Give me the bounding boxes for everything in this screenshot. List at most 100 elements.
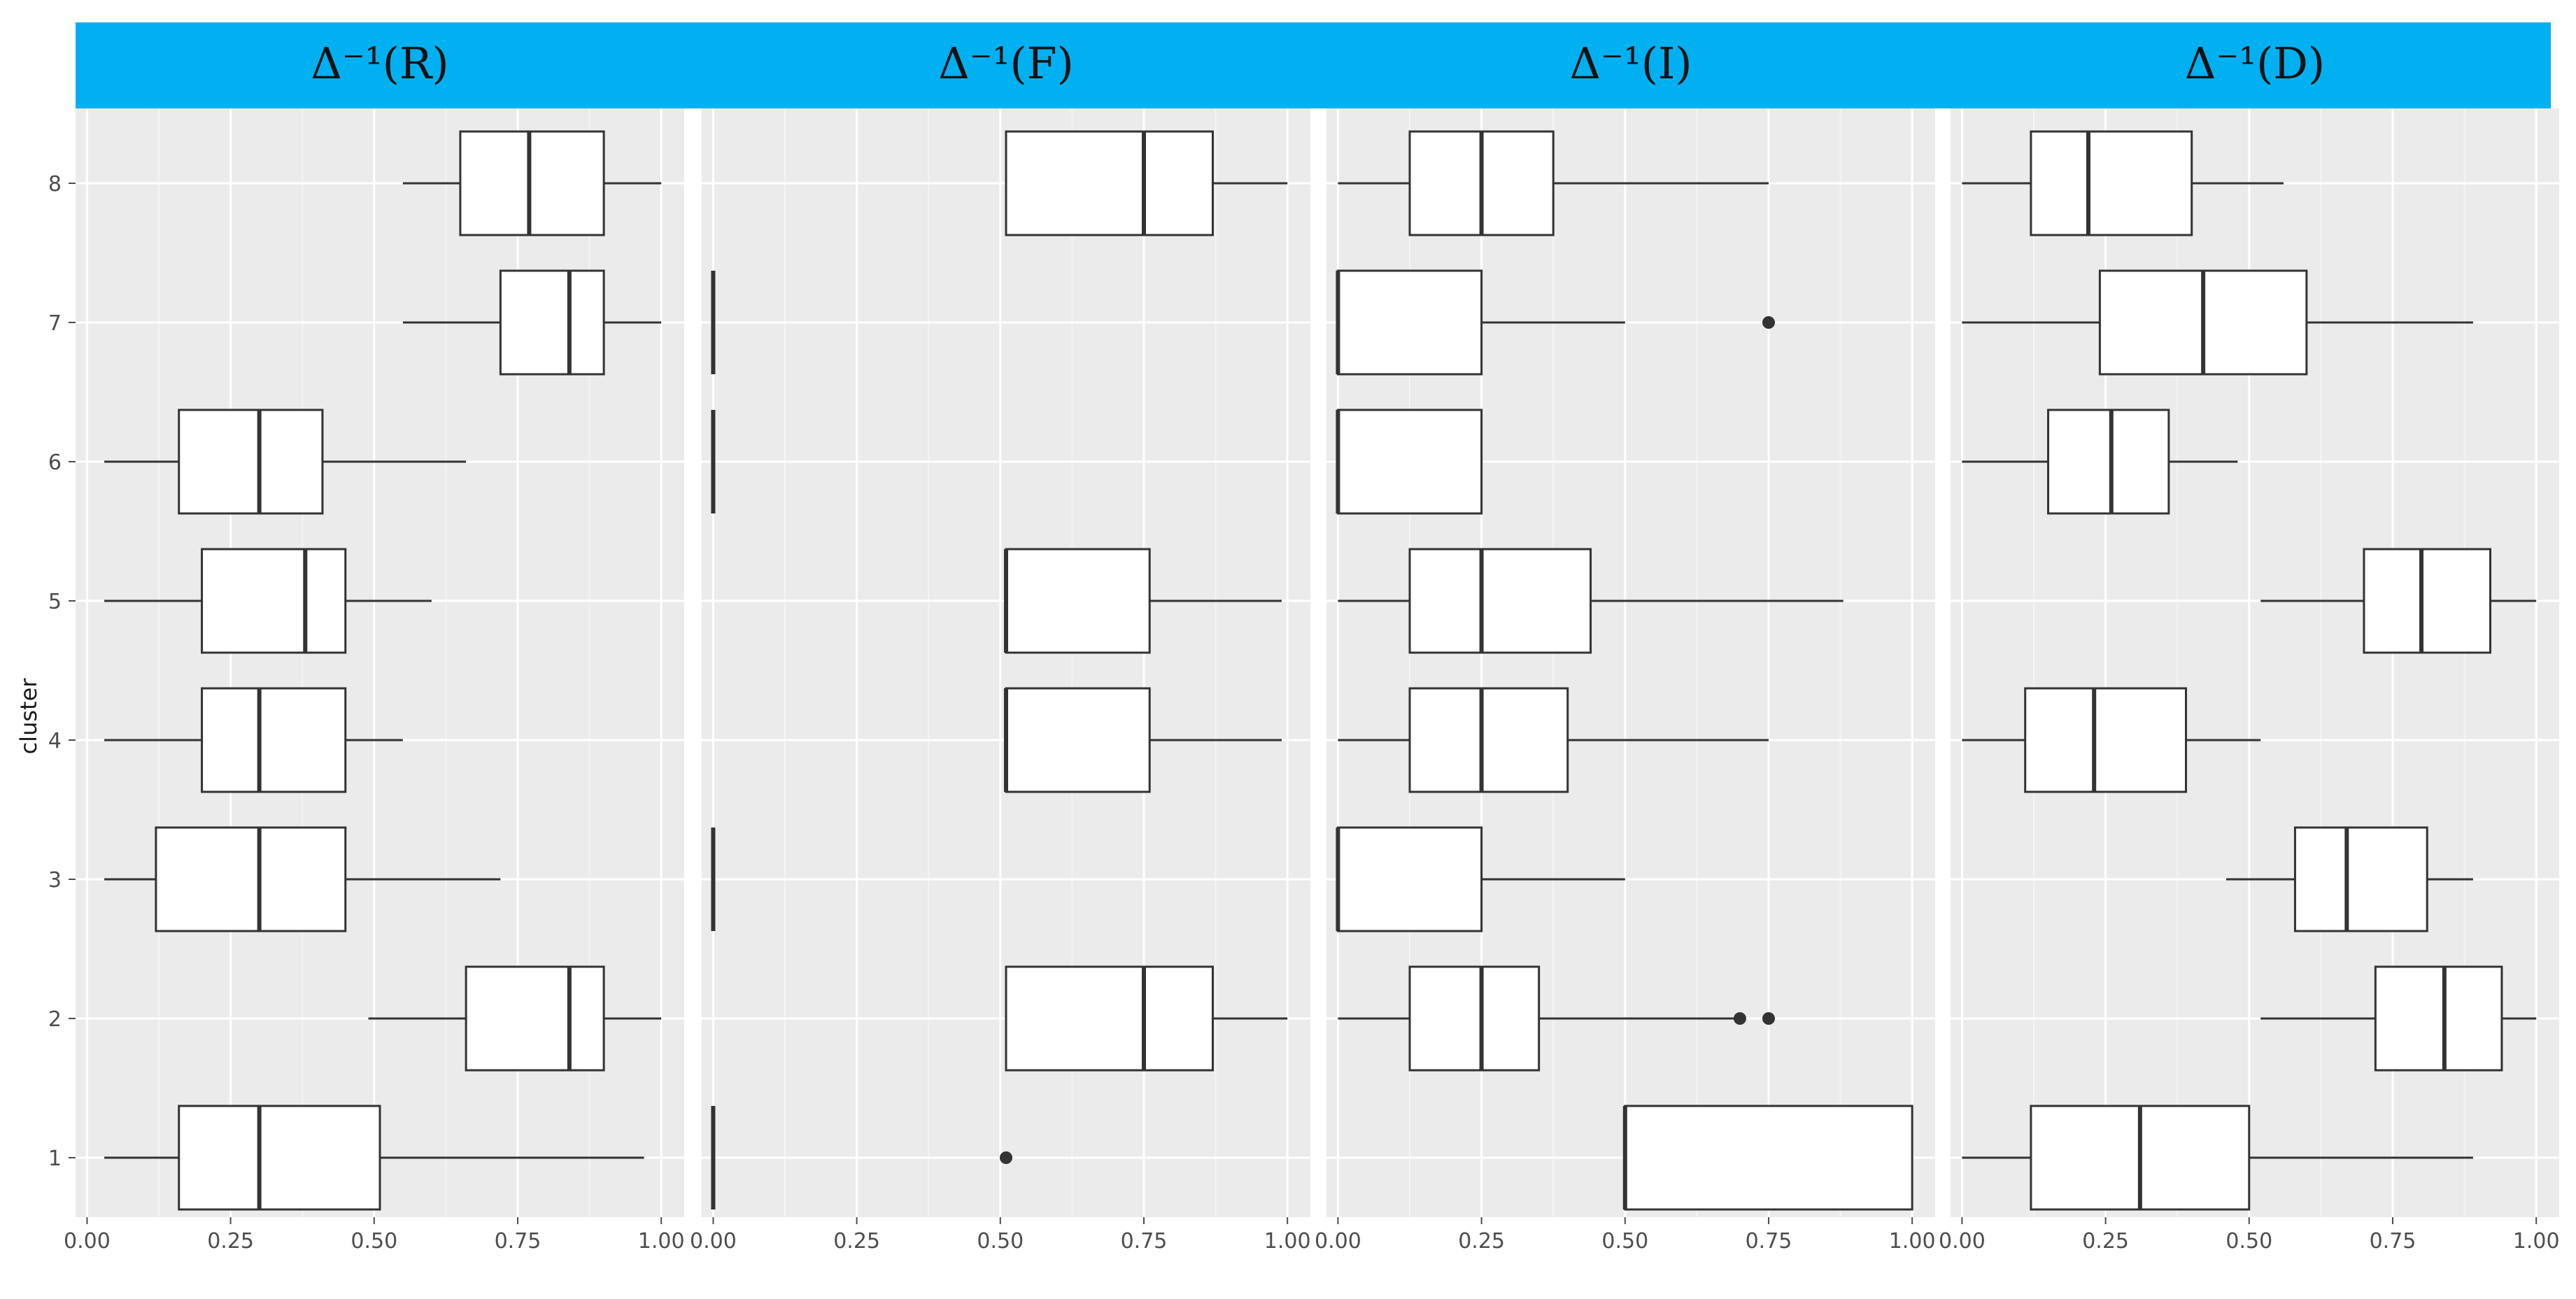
box-cluster-7 — [402, 269, 662, 376]
box — [1408, 965, 1541, 1072]
box-cluster-5 — [104, 548, 432, 654]
strip-background — [76, 22, 2551, 108]
box-cluster-8 — [1962, 130, 2284, 236]
panel-title: Δ⁻¹(D) — [2185, 38, 2325, 89]
box — [1005, 965, 1214, 1072]
box — [459, 130, 605, 236]
x-tick-label: 0.25 — [1458, 1229, 1505, 1254]
x-tick-label: 1.00 — [2513, 1229, 2560, 1254]
box-cluster-5 — [2260, 548, 2537, 654]
box-cluster-2 — [2260, 965, 2537, 1072]
x-tick-label: 0.75 — [1121, 1229, 1168, 1254]
box — [155, 826, 347, 932]
box — [1005, 130, 1214, 236]
box-cluster-4 — [104, 687, 403, 793]
y-tick-label: 8 — [48, 172, 62, 197]
box — [1005, 687, 1151, 793]
panel-1: 0.00 0.25 0.50 0.75 1.00 — [64, 108, 685, 1254]
box-cluster-8 — [402, 130, 662, 236]
y-axis-title: cluster — [15, 678, 42, 755]
box — [465, 965, 605, 1072]
box-cluster-2 — [1005, 965, 1288, 1072]
x-tick-label: 1.00 — [638, 1229, 685, 1254]
box-cluster-7 — [1962, 269, 2473, 376]
box-cluster-2 — [368, 965, 662, 1072]
x-tick-label: 1.00 — [1264, 1229, 1311, 1254]
y-tick-label: 6 — [48, 450, 62, 475]
box-cluster-7 — [1336, 269, 1775, 376]
box — [1336, 269, 1483, 376]
box-cluster-4 — [1004, 687, 1282, 793]
x-tick-label: 0.00 — [690, 1229, 737, 1254]
box-cluster-4 — [1338, 687, 1769, 793]
y-tick-label: 5 — [48, 590, 62, 614]
box — [1408, 687, 1569, 793]
y-tick-label: 4 — [48, 729, 62, 753]
box — [1336, 409, 1483, 515]
box — [2030, 130, 2193, 236]
box-cluster-3 — [104, 826, 501, 932]
box-cluster-1 — [104, 1105, 644, 1211]
box-cluster-6 — [104, 409, 467, 515]
outlier-point — [1733, 1012, 1746, 1025]
panel-2: 0.00 0.25 0.50 0.75 1.00 — [690, 108, 1311, 1254]
box — [2374, 965, 2503, 1072]
y-tick-label: 7 — [48, 311, 62, 336]
box — [2024, 687, 2188, 793]
box-cluster-1 — [711, 1106, 1012, 1209]
x-tick-label: 0.75 — [1746, 1229, 1792, 1254]
x-tick-label: 0.75 — [2370, 1229, 2416, 1254]
y-tick-label: 1 — [48, 1147, 62, 1171]
x-tick-label: 0.25 — [2082, 1229, 2129, 1254]
facet-panels: 0.00 0.25 0.50 0.75 1.00 0.00 0.25 0.50 0.75 1.00… — [64, 108, 2560, 1254]
panel-4: 0.00 0.25 0.50 0.75 1.00 — [1939, 108, 2560, 1254]
box — [2293, 826, 2428, 932]
outlier-point — [1762, 316, 1775, 329]
box — [178, 409, 324, 515]
x-tick-label: 0.50 — [977, 1229, 1024, 1254]
x-tick-label: 0.00 — [1939, 1229, 1986, 1254]
box-cluster-6 — [1962, 409, 2238, 515]
box — [1624, 1105, 1913, 1211]
box-cluster-3 — [1336, 826, 1625, 932]
box-cluster-5 — [1338, 548, 1843, 654]
box-cluster-1 — [1622, 1105, 1913, 1211]
box-cluster-5 — [1004, 548, 1282, 654]
panel-3: 0.00 0.25 0.50 0.75 1.00 — [1315, 108, 1936, 1254]
box — [2363, 548, 2492, 654]
y-tick-label: 3 — [48, 868, 62, 893]
y-axis: 1 2 3 4 5 6 7 8 — [48, 172, 76, 1171]
box-cluster-1 — [1962, 1105, 2473, 1211]
panel-title: Δ⁻¹(I) — [1569, 38, 1692, 89]
x-tick-label: 1.00 — [1889, 1229, 1936, 1254]
x-tick-label: 0.50 — [351, 1229, 397, 1254]
x-tick-label: 0.50 — [2225, 1229, 2272, 1254]
box — [2047, 409, 2170, 515]
box — [201, 548, 347, 654]
facet-strip: Δ⁻¹(R) Δ⁻¹(F) Δ⁻¹(I) Δ⁻¹(D) — [76, 22, 2551, 108]
box-cluster-3 — [2225, 826, 2473, 932]
x-tick-label: 0.00 — [1315, 1229, 1361, 1254]
x-tick-label: 0.75 — [495, 1229, 542, 1254]
box — [1408, 548, 1592, 654]
box-cluster-8 — [1338, 130, 1769, 236]
box-cluster-2 — [1338, 965, 1775, 1072]
box-cluster-4 — [1962, 687, 2261, 793]
panel-title: Δ⁻¹(R) — [311, 38, 448, 89]
x-tick-label: 0.25 — [833, 1229, 880, 1254]
box — [178, 1105, 381, 1211]
x-tick-label: 0.00 — [64, 1229, 111, 1254]
outlier-point — [1000, 1151, 1012, 1164]
x-tick-label: 0.50 — [1601, 1229, 1648, 1254]
box-cluster-6 — [1336, 409, 1483, 515]
box — [1336, 826, 1483, 932]
y-tick-label: 2 — [48, 1007, 62, 1032]
box — [201, 687, 347, 793]
panel-title: Δ⁻¹(F) — [938, 38, 1074, 89]
box — [499, 269, 605, 376]
x-tick-label: 0.25 — [207, 1229, 254, 1254]
box-cluster-8 — [1005, 130, 1288, 236]
box — [1005, 548, 1151, 654]
outlier-point — [1762, 1012, 1775, 1025]
